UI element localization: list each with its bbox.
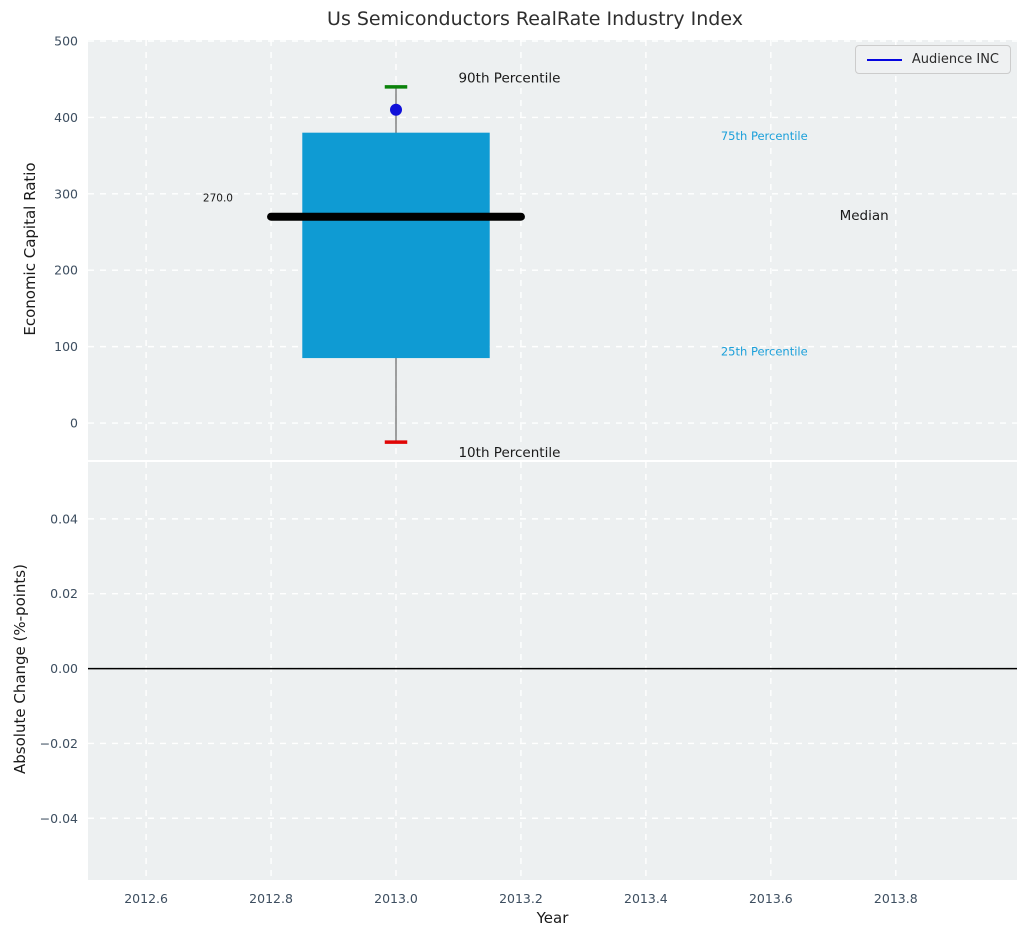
legend: Audience INC (854, 45, 1011, 74)
y-tick-label-top: 200 (54, 263, 78, 278)
x-tick-label: 2012.8 (249, 891, 293, 906)
x-tick-label: 2013.6 (749, 891, 793, 906)
company-dot (390, 103, 403, 116)
y-tick-label-top: 0 (70, 416, 78, 431)
y-axis-label-bottom: Absolute Change (%-points) (11, 564, 29, 774)
x-tick-label: 2012.6 (124, 891, 168, 906)
annotation-10th-percentile: 10th Percentile (458, 445, 560, 461)
y-tick-label-bottom: −0.04 (40, 811, 78, 826)
x-tick-label: 2013.8 (874, 891, 918, 906)
y-tick-label-bottom: 0.04 (50, 511, 78, 526)
annotation-25th-percentile: 25th Percentile (721, 344, 808, 358)
x-tick-label: 2013.4 (624, 891, 668, 906)
y-tick-label-top: 100 (54, 339, 78, 354)
legend-label: Audience INC (911, 52, 999, 67)
y-tick-label-bottom: 0.00 (50, 661, 78, 676)
chart-title: Us Semiconductors RealRate Industry Inde… (327, 8, 743, 30)
y-axis-label-top: Economic Capital Ratio (21, 162, 39, 336)
box-iqr (302, 132, 490, 359)
annotation-270-0: 270.0 (203, 192, 233, 204)
x-tick-label: 2013.0 (374, 891, 418, 906)
y-tick-label-top: 500 (54, 33, 78, 48)
x-axis-label: Year (536, 909, 569, 927)
x-tick-label: 2013.2 (499, 891, 543, 906)
annotation-75th-percentile: 75th Percentile (721, 129, 808, 143)
y-tick-label-bottom: −0.02 (40, 736, 78, 751)
annotation-median: Median (840, 208, 889, 224)
annotation-90th-percentile: 90th Percentile (458, 71, 560, 87)
y-tick-label-top: 400 (54, 110, 78, 125)
legend-line-icon (866, 58, 902, 61)
y-tick-label-bottom: 0.02 (50, 586, 78, 601)
plot-area-top (88, 40, 1017, 460)
plot-area-bottom (88, 462, 1017, 880)
y-tick-label-top: 300 (54, 186, 78, 201)
